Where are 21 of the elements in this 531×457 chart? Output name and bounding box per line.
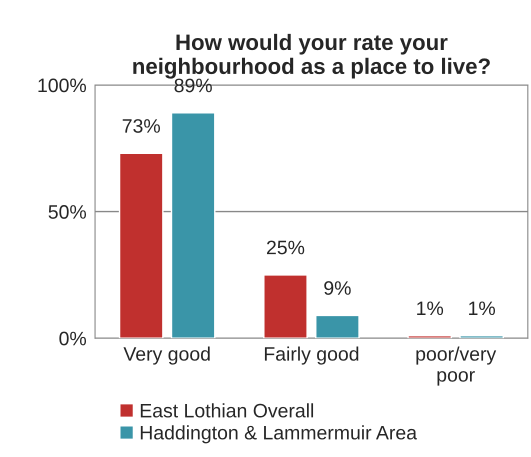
bar bbox=[263, 274, 308, 338]
data-label: 73% bbox=[122, 119, 160, 133]
bar bbox=[315, 314, 360, 338]
data-label: 9% bbox=[324, 281, 351, 295]
data-label: 1% bbox=[469, 301, 496, 316]
x-tick-label: Fairly good bbox=[264, 346, 358, 365]
chart-title: How would your rate your neighbourhood as a place to live? bbox=[133, 34, 490, 79]
x-tick-label: Very good bbox=[123, 346, 210, 365]
bar bbox=[118, 152, 164, 338]
data-label: 89% bbox=[174, 78, 212, 92]
data-label: 1% bbox=[417, 301, 444, 316]
legend-label: Haddington & Lammermuir Area bbox=[140, 425, 418, 444]
y-tick-label: 50% bbox=[48, 205, 86, 219]
bar bbox=[407, 334, 452, 338]
data-label: 25% bbox=[266, 240, 304, 254]
x-tick-label: poor/very poor bbox=[416, 346, 496, 386]
bar bbox=[459, 334, 504, 338]
bar bbox=[170, 112, 216, 338]
y-tick-label: 0% bbox=[59, 332, 86, 346]
y-tick-label: 100% bbox=[38, 78, 86, 92]
legend-label: East Lothian Overall bbox=[140, 403, 314, 418]
